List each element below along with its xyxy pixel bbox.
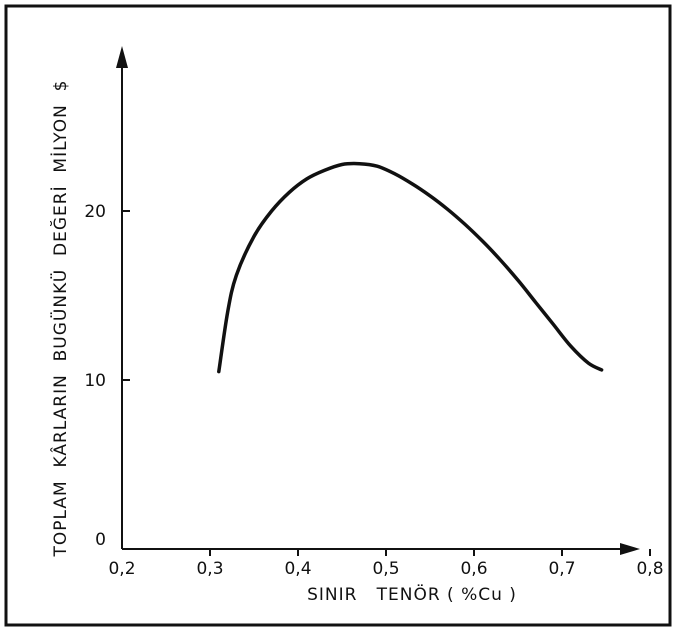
y-ticks: 0 10 20 [84,202,130,550]
x-tick-label: 0,3 [196,559,223,579]
data-point [270,209,273,213]
x-axis-title: SINIR TENÖR ( %Cu ) [307,583,517,605]
data-point [393,172,396,175]
data-point [552,323,555,326]
data-point [217,370,220,373]
data-point [323,169,326,172]
data-point [226,311,229,314]
x-tick-label: 0,8 [636,559,663,579]
data-point [464,223,467,226]
data-point [376,165,379,168]
x-tick-label: 0,4 [284,559,311,579]
data-point [305,177,308,181]
x-tick-label: 0,6 [460,559,487,579]
data-point [446,208,449,211]
data-point [411,182,414,186]
data-point [428,194,432,197]
data-point [534,301,537,304]
x-tick-label: 0,5 [372,559,399,579]
x-ticks: 0,2 0,3 0,4 0,5 0,6 0,7 0,8 [108,549,664,579]
data-point [569,345,572,348]
data-point [358,162,361,165]
x-axis-arrow [620,543,640,555]
y-axis-title: TOPLAM KÂRLARIN BUGÜNKÜ DEĞERİ MİLYON $ [49,80,71,558]
data-point [340,163,344,166]
data-point [600,368,603,372]
data-point [587,361,590,365]
x-tick-label: 0,2 [108,559,135,579]
series-points [217,162,603,373]
y-tick-label: 0 [95,530,106,550]
y-axis-arrow [116,46,128,68]
series-line [217,161,604,374]
data-point [499,258,502,262]
data-point [288,191,291,194]
x-tick-label: 0,7 [548,559,575,579]
data-point [252,235,256,238]
data-point [235,274,238,277]
y-tick-label: 20 [84,202,106,222]
y-tick-label: 10 [84,371,106,391]
chart-frame [4,4,672,627]
data-point [481,240,484,243]
data-point [516,279,520,282]
